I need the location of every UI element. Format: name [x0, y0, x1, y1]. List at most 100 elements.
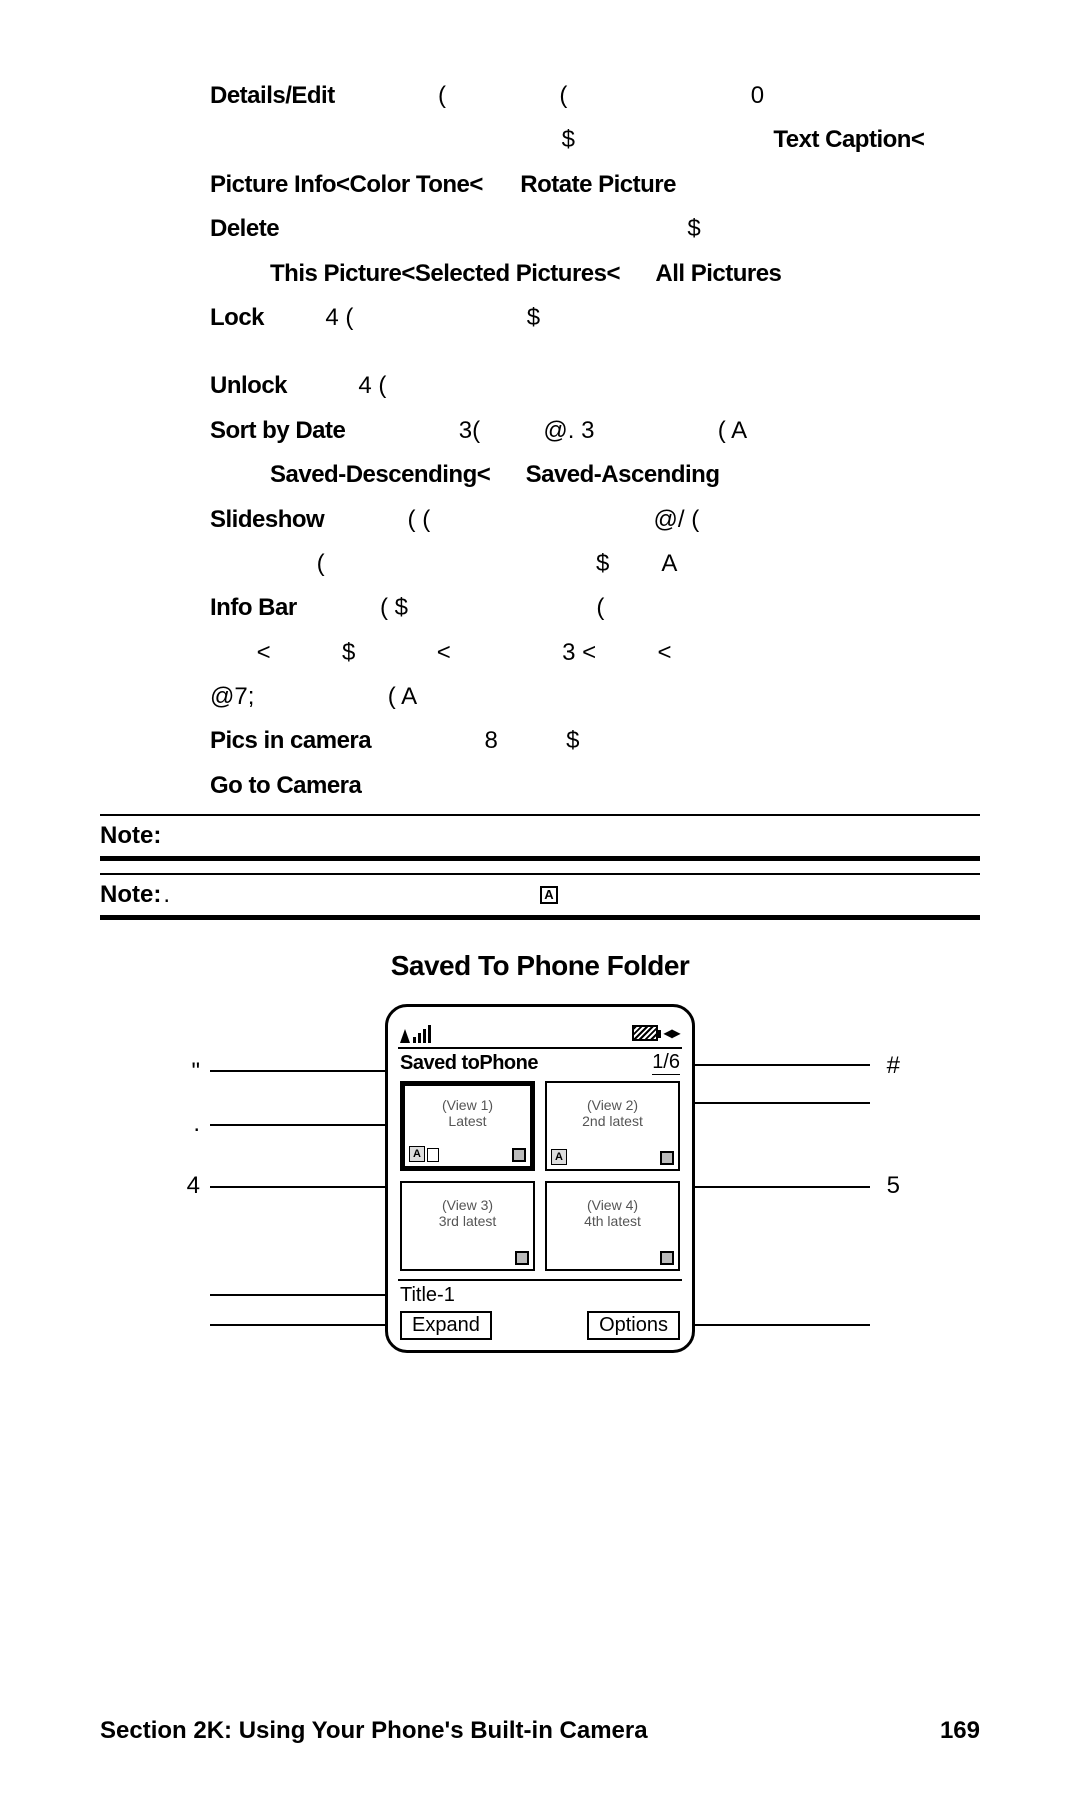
- line-details-edit: Details/Edit ( ( 0: [210, 80, 960, 112]
- line-go-to-camera: Go to Camera: [210, 770, 960, 802]
- softkey-options[interactable]: Options: [587, 1311, 680, 1340]
- thumb-line1: (View 2): [547, 1097, 678, 1113]
- check-box-icon: [660, 1151, 674, 1165]
- a-box-icon: A: [540, 886, 558, 904]
- phone-figure: " . 4 # 5 ◂▸ Saved toPhone 1/6 (View: [190, 1004, 890, 1353]
- label-info-bar: Info Bar: [210, 594, 297, 621]
- softkey-expand[interactable]: Expand: [400, 1311, 492, 1340]
- check-box-icon: [515, 1251, 529, 1265]
- note-2: Note: . A: [100, 875, 980, 915]
- thumb-line1: (View 1): [405, 1097, 530, 1113]
- line-delete-sub: This Picture<Selected Pictures< All Pict…: [270, 258, 960, 290]
- line-unlock: Unlock 4 (: [210, 370, 960, 402]
- glyph: A: [661, 550, 677, 577]
- doc-icon: [427, 1148, 439, 1162]
- glyph: $: [596, 550, 609, 577]
- glyph: (: [596, 594, 604, 621]
- a-icon: A: [409, 1146, 425, 1162]
- footer-section: Section 2K: Using Your Phone's Built-in …: [100, 1717, 648, 1745]
- line-info-sub: < $ < 3 < <: [210, 637, 960, 669]
- thumbnail-3[interactable]: (View 3) 3rd latest: [400, 1181, 535, 1271]
- callout-left-3: 4: [160, 1172, 200, 1200]
- glyph: ( $: [380, 594, 408, 621]
- caption-row: Title-1: [398, 1279, 682, 1307]
- glyph: ( A: [388, 683, 417, 710]
- line-at7: @7; ( A: [210, 681, 960, 713]
- glyph: <: [657, 639, 671, 666]
- label-rotate-picture: Rotate Picture: [520, 171, 676, 198]
- thumb-line2: Latest: [405, 1113, 530, 1129]
- check-box-icon: [660, 1251, 674, 1265]
- label-picture-info: Picture Info<: [210, 171, 350, 198]
- label-slideshow: Slideshow: [210, 506, 324, 533]
- glyph: ( (: [408, 506, 431, 533]
- callout-line: [670, 1324, 870, 1326]
- line-picture-info: Picture Info<Color Tone< Rotate Picture: [210, 169, 960, 201]
- check-box-icon: [512, 1148, 526, 1162]
- label-lock: Lock: [210, 304, 264, 331]
- blank-line: [210, 346, 960, 358]
- glyph: $: [566, 727, 579, 754]
- section-title: Saved To Phone Folder: [100, 950, 980, 982]
- label-this-picture: This Picture<: [270, 260, 415, 287]
- glyph: <: [257, 639, 271, 666]
- glyph: (: [438, 82, 446, 109]
- glyph: @/ (: [654, 506, 700, 533]
- footer-page-number: 169: [940, 1717, 980, 1745]
- line-delete: Delete $: [210, 213, 960, 245]
- glyph: $: [527, 304, 540, 331]
- glyph: 3 <: [562, 639, 596, 666]
- glyph: 4 (: [358, 372, 386, 399]
- page-footer: Section 2K: Using Your Phone's Built-in …: [100, 1717, 980, 1745]
- line-pics-in-camera: Pics in camera 8 $: [210, 725, 960, 757]
- thumbnail-2[interactable]: (View 2) 2nd latest A: [545, 1081, 680, 1171]
- nav-arrows-icon: ◂▸: [664, 1023, 680, 1043]
- status-right: ◂▸: [632, 1023, 680, 1043]
- thumbnail-1[interactable]: (View 1) Latest A: [400, 1081, 535, 1171]
- glyph: (: [317, 550, 325, 577]
- folder-title: Saved toPhone: [400, 1052, 538, 1075]
- note-2-dot: .: [163, 881, 170, 909]
- menu-block: Details/Edit ( ( 0 $ Text Caption< Pictu…: [210, 80, 960, 802]
- callout-right-1: #: [887, 1052, 900, 1080]
- label-saved-asc: Saved-Ascending: [526, 461, 720, 488]
- line-lock: Lock 4 ( $: [210, 302, 960, 334]
- glyph: 4 (: [325, 304, 353, 331]
- label-color-tone: Color Tone<: [350, 171, 483, 198]
- line-sort-by-date: Sort by Date 3( @. 3 ( A: [210, 415, 960, 447]
- glyph: @7;: [210, 683, 254, 710]
- callout-line: [210, 1294, 400, 1296]
- a-icon: A: [551, 1149, 567, 1165]
- glyph: $: [562, 126, 575, 153]
- callout-left-2: .: [160, 1110, 200, 1138]
- label-text-caption: Text Caption<: [773, 126, 924, 153]
- thumbnail-4[interactable]: (View 4) 4th latest: [545, 1181, 680, 1271]
- label-go-to-camera: Go to Camera: [210, 772, 361, 799]
- battery-icon: [632, 1025, 658, 1041]
- folder-count: 1/6: [652, 1051, 680, 1075]
- thumb-line2: 3rd latest: [402, 1213, 533, 1229]
- label-all-pictures: All Pictures: [655, 260, 781, 287]
- note-1: Note:: [100, 816, 980, 856]
- softkey-row: Expand Options: [398, 1311, 682, 1340]
- glyph: 8: [484, 727, 497, 754]
- glyph: $: [342, 639, 355, 666]
- callout-right-2: 5: [887, 1172, 900, 1200]
- label-delete: Delete: [210, 215, 279, 242]
- glyph: 0: [751, 82, 764, 109]
- callout-left-1: ": [160, 1058, 200, 1086]
- thumb-line2: 4th latest: [547, 1213, 678, 1229]
- line-info-bar: Info Bar ( $ (: [210, 592, 960, 624]
- glyph: ( A: [718, 417, 747, 444]
- signal-icon: [400, 1025, 431, 1043]
- label-saved-desc: Saved-Descending<: [270, 461, 490, 488]
- thumb-line2: 2nd latest: [547, 1113, 678, 1129]
- glyph: <: [437, 639, 451, 666]
- line-slideshow: Slideshow ( ( @/ (: [210, 504, 960, 536]
- callout-line: [210, 1070, 396, 1072]
- label-sort-by-date: Sort by Date: [210, 417, 345, 444]
- glyph: $: [687, 215, 700, 242]
- label-selected-pictures: Selected Pictures<: [415, 260, 620, 287]
- caption-text: Title-1: [400, 1284, 455, 1306]
- phone-outline: ◂▸ Saved toPhone 1/6 (View 1) Latest A (…: [385, 1004, 695, 1353]
